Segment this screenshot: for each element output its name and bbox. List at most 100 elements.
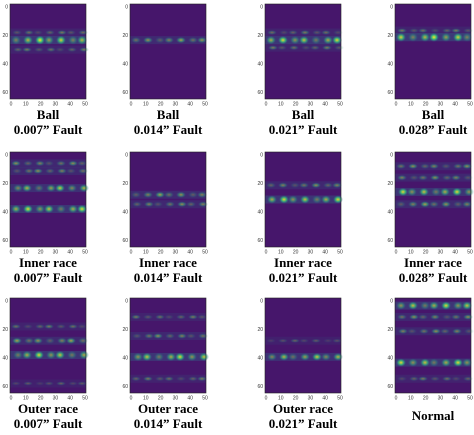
frame	[9, 297, 87, 394]
hot-spot	[144, 201, 154, 207]
y-tick-label: 0	[5, 298, 8, 304]
hot-spot	[78, 337, 88, 344]
hot-spot	[23, 324, 33, 329]
hot-spot	[24, 30, 34, 35]
hot-spot	[23, 204, 33, 214]
hot-spot	[419, 187, 429, 197]
hot-spot	[186, 333, 196, 339]
caption: 0.014” Fault	[134, 270, 203, 285]
x-tick-label: 0	[10, 249, 13, 255]
y-tick-label: 40	[387, 62, 393, 68]
hot-spot	[418, 314, 428, 320]
y-tick-label: 20	[387, 33, 393, 39]
y-tick-label: 20	[2, 327, 8, 333]
hot-spot	[143, 191, 153, 198]
hot-spot	[197, 37, 207, 44]
x-tick-label: 30	[53, 101, 59, 107]
hot-spot	[441, 32, 451, 42]
hot-spot	[188, 314, 198, 320]
y-tick-label: 60	[387, 384, 393, 390]
hot-spot	[407, 328, 417, 334]
hot-spot	[176, 376, 186, 382]
hot-spot	[66, 168, 76, 174]
hot-spot	[408, 301, 418, 310]
x-tick-label: 30	[308, 249, 314, 255]
hot-spot	[288, 30, 298, 35]
caption: Normal	[412, 408, 455, 423]
hot-spot	[45, 30, 55, 35]
y-tick-label: 40	[2, 356, 8, 362]
caption: 0.021” Fault	[269, 270, 338, 285]
hot-spot	[164, 191, 174, 198]
x-tick-label: 0	[265, 101, 268, 107]
hot-spot	[143, 314, 153, 320]
y-tick-label: 60	[387, 90, 393, 96]
hot-spot	[312, 195, 322, 204]
hot-spot	[429, 32, 439, 42]
y-tick-label: 40	[387, 210, 393, 216]
y-tick-label: 20	[257, 181, 263, 187]
hot-spot	[396, 358, 406, 367]
hot-spot	[408, 358, 418, 367]
hot-spot	[332, 35, 342, 45]
hot-spot	[56, 204, 66, 214]
hot-spot	[57, 168, 67, 174]
hot-spot	[463, 28, 473, 33]
x-tick-label: 50	[202, 249, 208, 255]
hot-spot	[131, 376, 141, 382]
hot-spot	[278, 338, 288, 343]
hot-spot	[333, 195, 343, 204]
hot-spot	[68, 381, 78, 386]
hot-spot	[279, 353, 289, 361]
x-tick-label: 10	[278, 249, 284, 255]
hot-spot	[176, 314, 186, 320]
hot-spot	[197, 314, 207, 320]
spectrogram	[395, 4, 471, 99]
hot-spot	[77, 381, 87, 386]
hot-spot	[44, 204, 54, 214]
caption: 0.014” Fault	[134, 122, 203, 137]
x-tick-label: 0	[265, 249, 268, 255]
x-tick-label: 50	[202, 101, 208, 107]
x-tick-label: 30	[438, 395, 444, 401]
hot-spot	[321, 195, 331, 204]
y-tick-label: 0	[260, 4, 263, 10]
hot-spot	[131, 37, 141, 44]
x-tick-label: 40	[452, 249, 458, 255]
hot-spot	[332, 182, 342, 188]
hot-spot	[418, 174, 428, 181]
hot-spot	[164, 314, 174, 320]
x-tick-label: 10	[23, 395, 29, 401]
hot-spot	[197, 191, 207, 198]
hot-spot	[462, 301, 472, 310]
hot-spot	[396, 301, 406, 310]
x-tick-label: 40	[67, 101, 73, 107]
caption: 0.014” Fault	[134, 416, 203, 431]
hot-spot	[267, 195, 277, 204]
caption: 0.021” Fault	[269, 416, 338, 431]
y-tick-label: 20	[387, 181, 393, 187]
hot-spot	[409, 314, 419, 320]
hot-spot	[45, 337, 55, 344]
hot-spot	[188, 376, 198, 382]
hot-spot	[177, 201, 187, 207]
hot-spot	[164, 37, 174, 44]
y-tick-label: 0	[390, 4, 393, 10]
x-tick-label: 50	[337, 249, 343, 255]
hot-spot	[55, 350, 65, 360]
x-tick-label: 10	[408, 395, 414, 401]
spectrogram	[10, 152, 86, 247]
hot-spot	[451, 28, 461, 33]
hot-spot	[321, 30, 331, 35]
hot-spot	[187, 352, 197, 362]
hot-spot	[155, 37, 165, 44]
hot-spot	[299, 338, 309, 343]
hot-spot	[268, 45, 278, 51]
y-tick-label: 20	[2, 33, 8, 39]
x-tick-label: 30	[173, 249, 179, 255]
caption: Outer race	[273, 401, 333, 416]
